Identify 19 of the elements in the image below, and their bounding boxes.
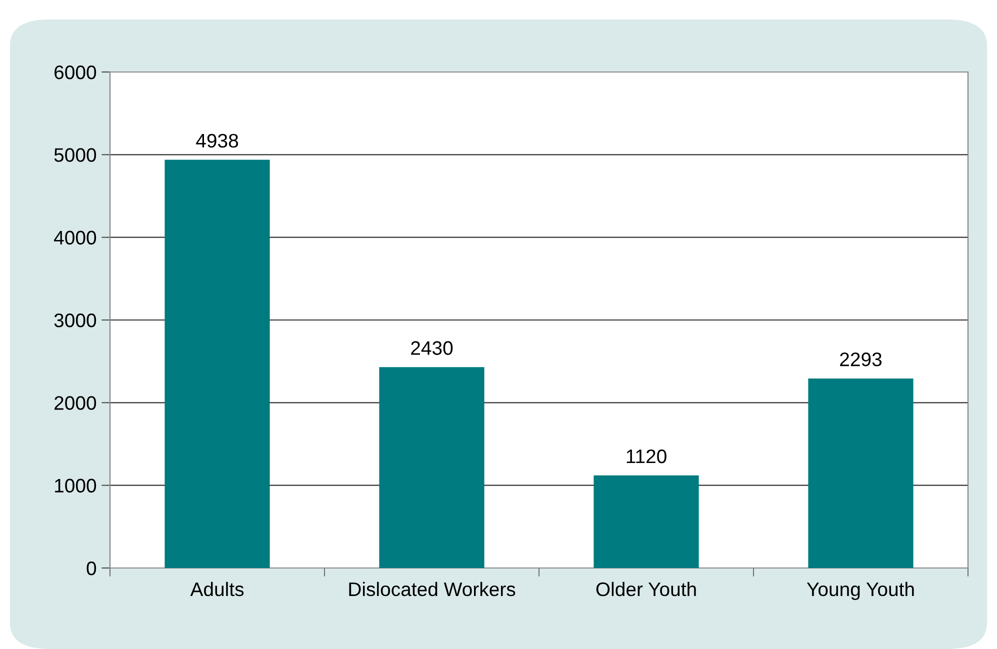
y-tick-label: 5000 [54,148,96,162]
data-label: 1120 [626,449,666,464]
bar [379,367,484,568]
y-tick-label: 3000 [54,313,96,328]
data-label: 2293 [840,352,882,366]
bar [594,475,699,568]
x-tick-label: Older Youth [596,582,696,596]
data-label: 4938 [196,134,238,148]
y-tick-label: 0 [86,561,96,576]
y-tick-label: 6000 [54,65,96,80]
x-tick-label: Young Youth [806,582,914,600]
bar [808,378,914,568]
bar [164,160,270,568]
data-label: 2430 [411,341,453,355]
y-tick-label: 1000 [55,478,96,493]
y-tick-label: 4000 [54,230,96,245]
y-tick-label: 2000 [54,396,96,410]
x-tick-label: Adults [190,582,244,596]
x-tick-label: Dislocated Workers [349,582,516,596]
